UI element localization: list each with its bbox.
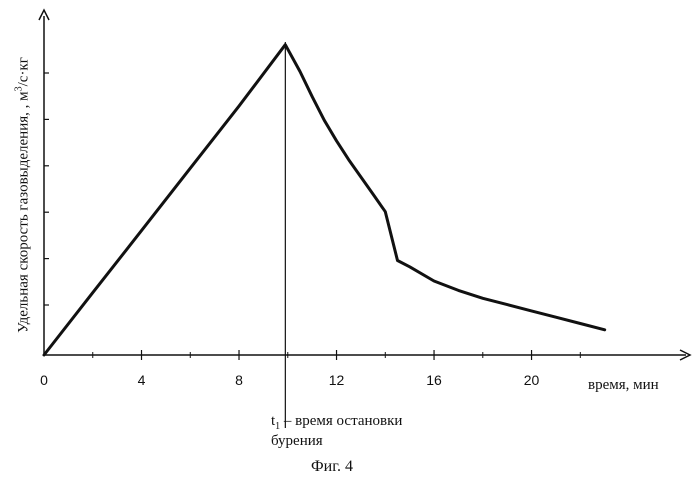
t1-subscript: 1 [275,421,280,432]
t1-annotation-line1: t1 – время остановки [271,412,402,432]
x-tick-label: 12 [329,372,345,388]
figure-caption: Фиг. 4 [311,457,353,476]
axes [39,10,690,360]
y-axis-label-superscript: 3 [14,86,25,91]
x-tick-label: 8 [235,372,243,388]
t1-text: – время остановки [280,413,402,429]
ticks: 0 4 8 12 16 20 [40,73,580,388]
t1-annotation: t1 – время остановки бурения [271,412,402,451]
x-tick-label: 16 [426,372,442,388]
x-tick-label: 20 [524,372,540,388]
t1-annotation-line2: бурения [271,432,402,451]
series-line [44,45,605,355]
x-tick-label: 0 [40,372,48,388]
x-tick-label: 4 [138,372,146,388]
x-axis-label: время, мин [588,377,659,393]
y-axis-label-suffix: /с·кг [16,57,32,86]
y-axis-label: Удельная скорость газовыделения, , м3/с·… [16,57,33,333]
y-axis-label-prefix: Удельная скорость газовыделения, , м [16,91,32,333]
